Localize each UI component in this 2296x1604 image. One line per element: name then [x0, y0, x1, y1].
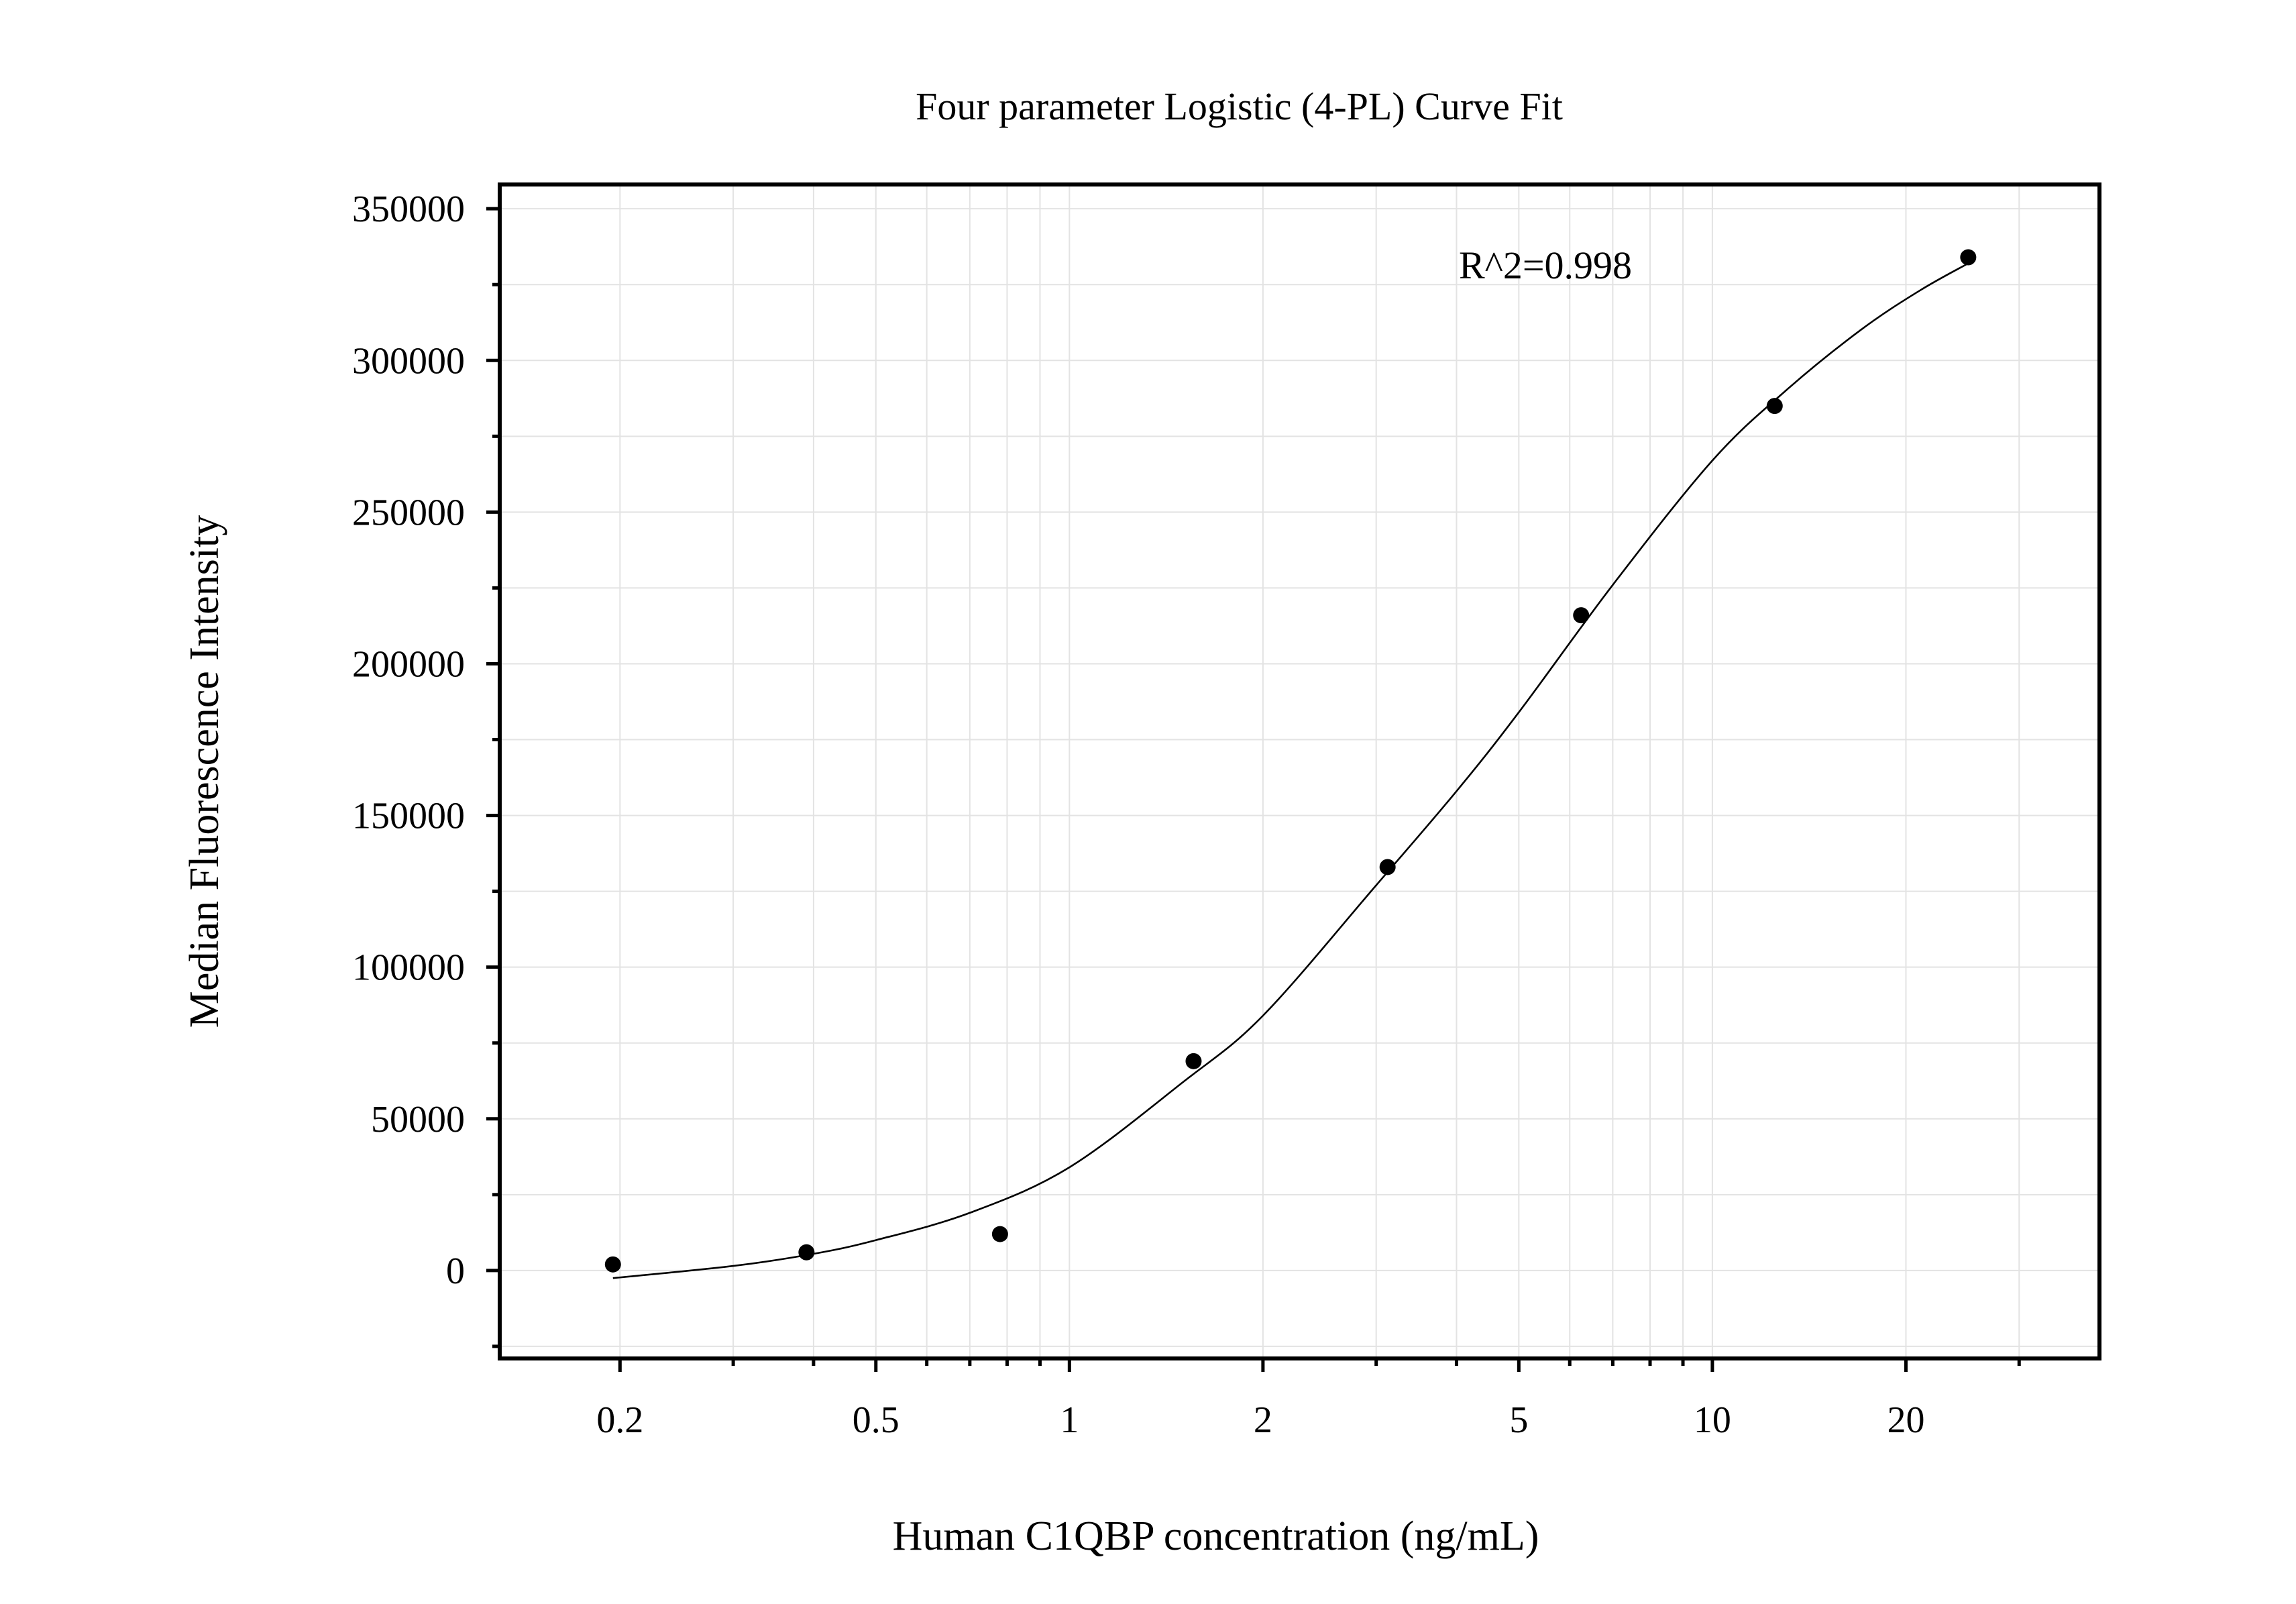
fit-curve-group [612, 262, 1969, 1279]
fit-curve [612, 262, 1969, 1279]
data-point [991, 1226, 1008, 1242]
x-axis-label: Human C1QBP concentration (ng/mL) [893, 1513, 1539, 1559]
annotations: R^2=0.998 [1459, 244, 1632, 287]
x-tick-label: 1 [1060, 1399, 1079, 1441]
data-point [798, 1244, 815, 1261]
y-tick-label: 150000 [352, 796, 465, 837]
data-point [1766, 398, 1783, 415]
chart-title: Four parameter Logistic (4-PL) Curve Fit [916, 85, 1563, 128]
data-points-group [604, 249, 1977, 1273]
y-tick-label: 250000 [352, 492, 465, 533]
r-squared-annotation: R^2=0.998 [1459, 244, 1632, 287]
data-point [1379, 859, 1396, 875]
x-tick-label: 20 [1887, 1399, 1924, 1441]
y-axis-label: Median Fluorescence Intensity [182, 515, 227, 1028]
grid [500, 184, 2099, 1358]
plot-frame [498, 182, 2101, 1360]
data-point [1573, 607, 1590, 624]
x-tick-label: 0.2 [596, 1399, 643, 1441]
data-point [604, 1256, 621, 1273]
y-tick-label: 200000 [352, 643, 465, 685]
y-axis-ticks: 0 50000 100000 150000 200000 250000 300000 3500… [352, 189, 500, 1348]
y-tick-label: 0 [446, 1250, 465, 1292]
data-point [1960, 249, 1977, 266]
y-tick-label: 50000 [371, 1099, 465, 1140]
x-axis-ticks: 0.2 0.5 1 2 5 10 20 [596, 1358, 2021, 1441]
axes [498, 182, 2101, 1360]
x-tick-label: 5 [1509, 1399, 1528, 1441]
x-tick-label: 10 [1694, 1399, 1731, 1441]
x-tick-label: 2 [1254, 1399, 1272, 1441]
y-tick-label: 300000 [352, 340, 465, 382]
x-tick-label: 0.5 [853, 1399, 899, 1441]
y-tick-label: 350000 [352, 189, 465, 230]
y-tick-label: 100000 [352, 947, 465, 989]
data-point [1185, 1053, 1202, 1069]
